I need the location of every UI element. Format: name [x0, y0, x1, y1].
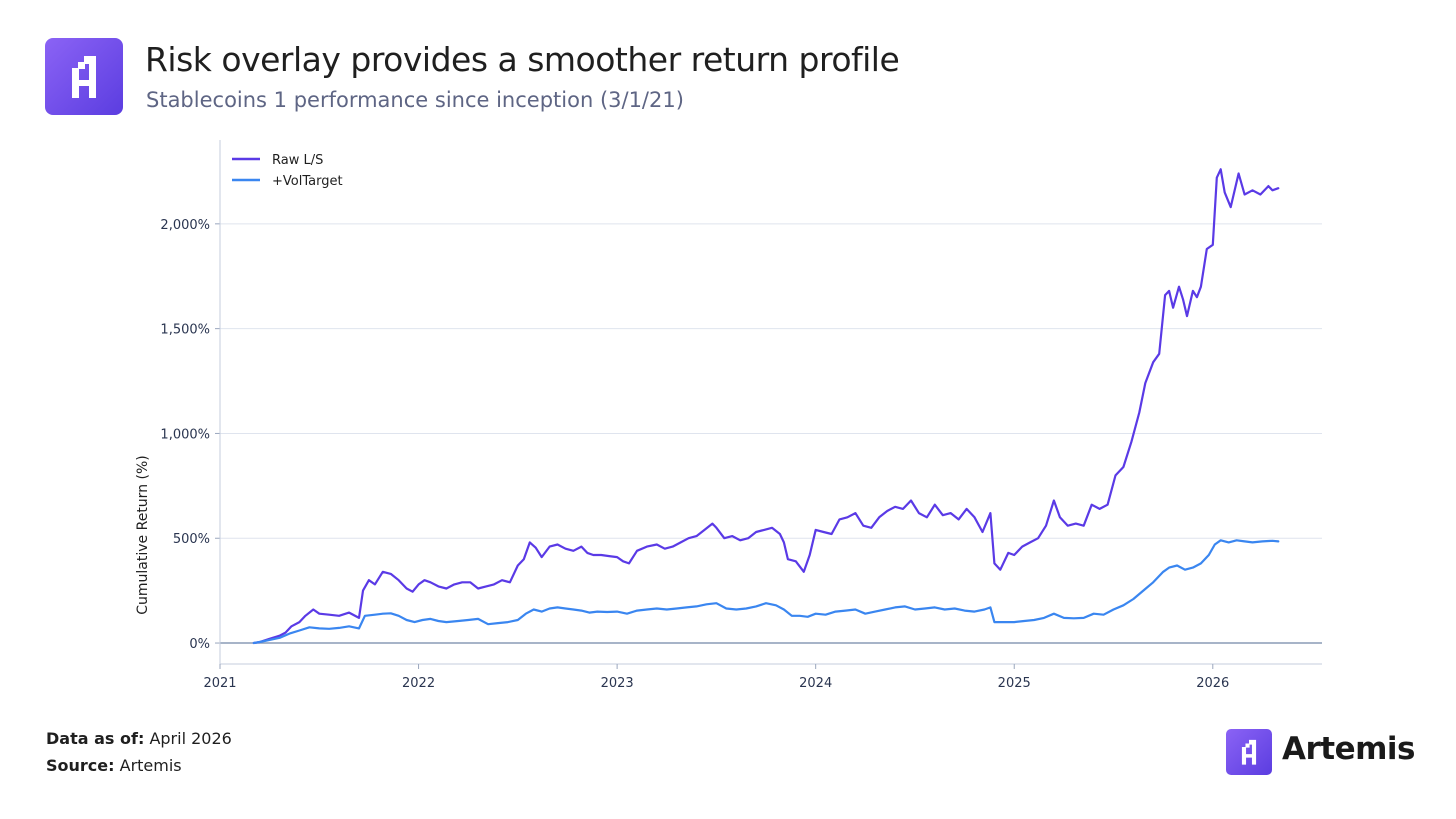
tick-labels: 0% 500% 1,000% 1,500% 2,000% 2021 2022 2023 2024… [160, 218, 1229, 691]
series-line-raw-l-s [252, 168, 1280, 645]
y-axis-label: Cumulative Return (%) [135, 455, 151, 615]
x-tick-label: 2021 [203, 676, 236, 691]
artemis-logo-icon [72, 56, 96, 98]
x-tick-label: 2023 [601, 676, 634, 691]
page-subtitle: Stablecoins 1 performance since inceptio… [146, 88, 684, 112]
x-tick-label: 2026 [1196, 676, 1229, 691]
axes [215, 140, 1322, 669]
y-tick-label: 2,000% [160, 218, 210, 233]
brand-logo [1226, 729, 1272, 775]
legend: Raw L/S +VolTarget [232, 153, 343, 189]
data-as-of-line: Data as of: April 2026 [46, 729, 232, 748]
x-tick-label: 2024 [799, 676, 832, 691]
data-as-of-label: Data as of: [46, 729, 145, 748]
legend-label: Raw L/S [272, 153, 323, 168]
y-tick-label: 500% [173, 532, 210, 547]
y-tick-label: 1,500% [160, 323, 210, 338]
source-value: Artemis [119, 756, 182, 775]
x-tick-label: 2025 [998, 676, 1031, 691]
brand-name: Artemis [1282, 731, 1416, 767]
legend-label: +VolTarget [272, 174, 343, 189]
data-as-of-value: April 2026 [149, 729, 232, 748]
header-logo [45, 38, 123, 115]
series-line-voltarget [252, 539, 1280, 645]
y-tick-label: 0% [189, 637, 210, 652]
page-title: Risk overlay provides a smoother return … [145, 40, 900, 79]
grid-lines [220, 223, 1322, 644]
x-tick-label: 2022 [402, 676, 435, 691]
source-line: Source: Artemis [46, 756, 182, 775]
artemis-logo-icon [1241, 739, 1257, 765]
series-lines [252, 168, 1280, 645]
y-tick-label: 1,000% [160, 427, 210, 442]
cumulative-return-chart: 0% 500% 1,000% 1,500% 2,000% 2021 2022 2023 2024… [135, 140, 1322, 691]
source-label: Source: [46, 756, 115, 775]
